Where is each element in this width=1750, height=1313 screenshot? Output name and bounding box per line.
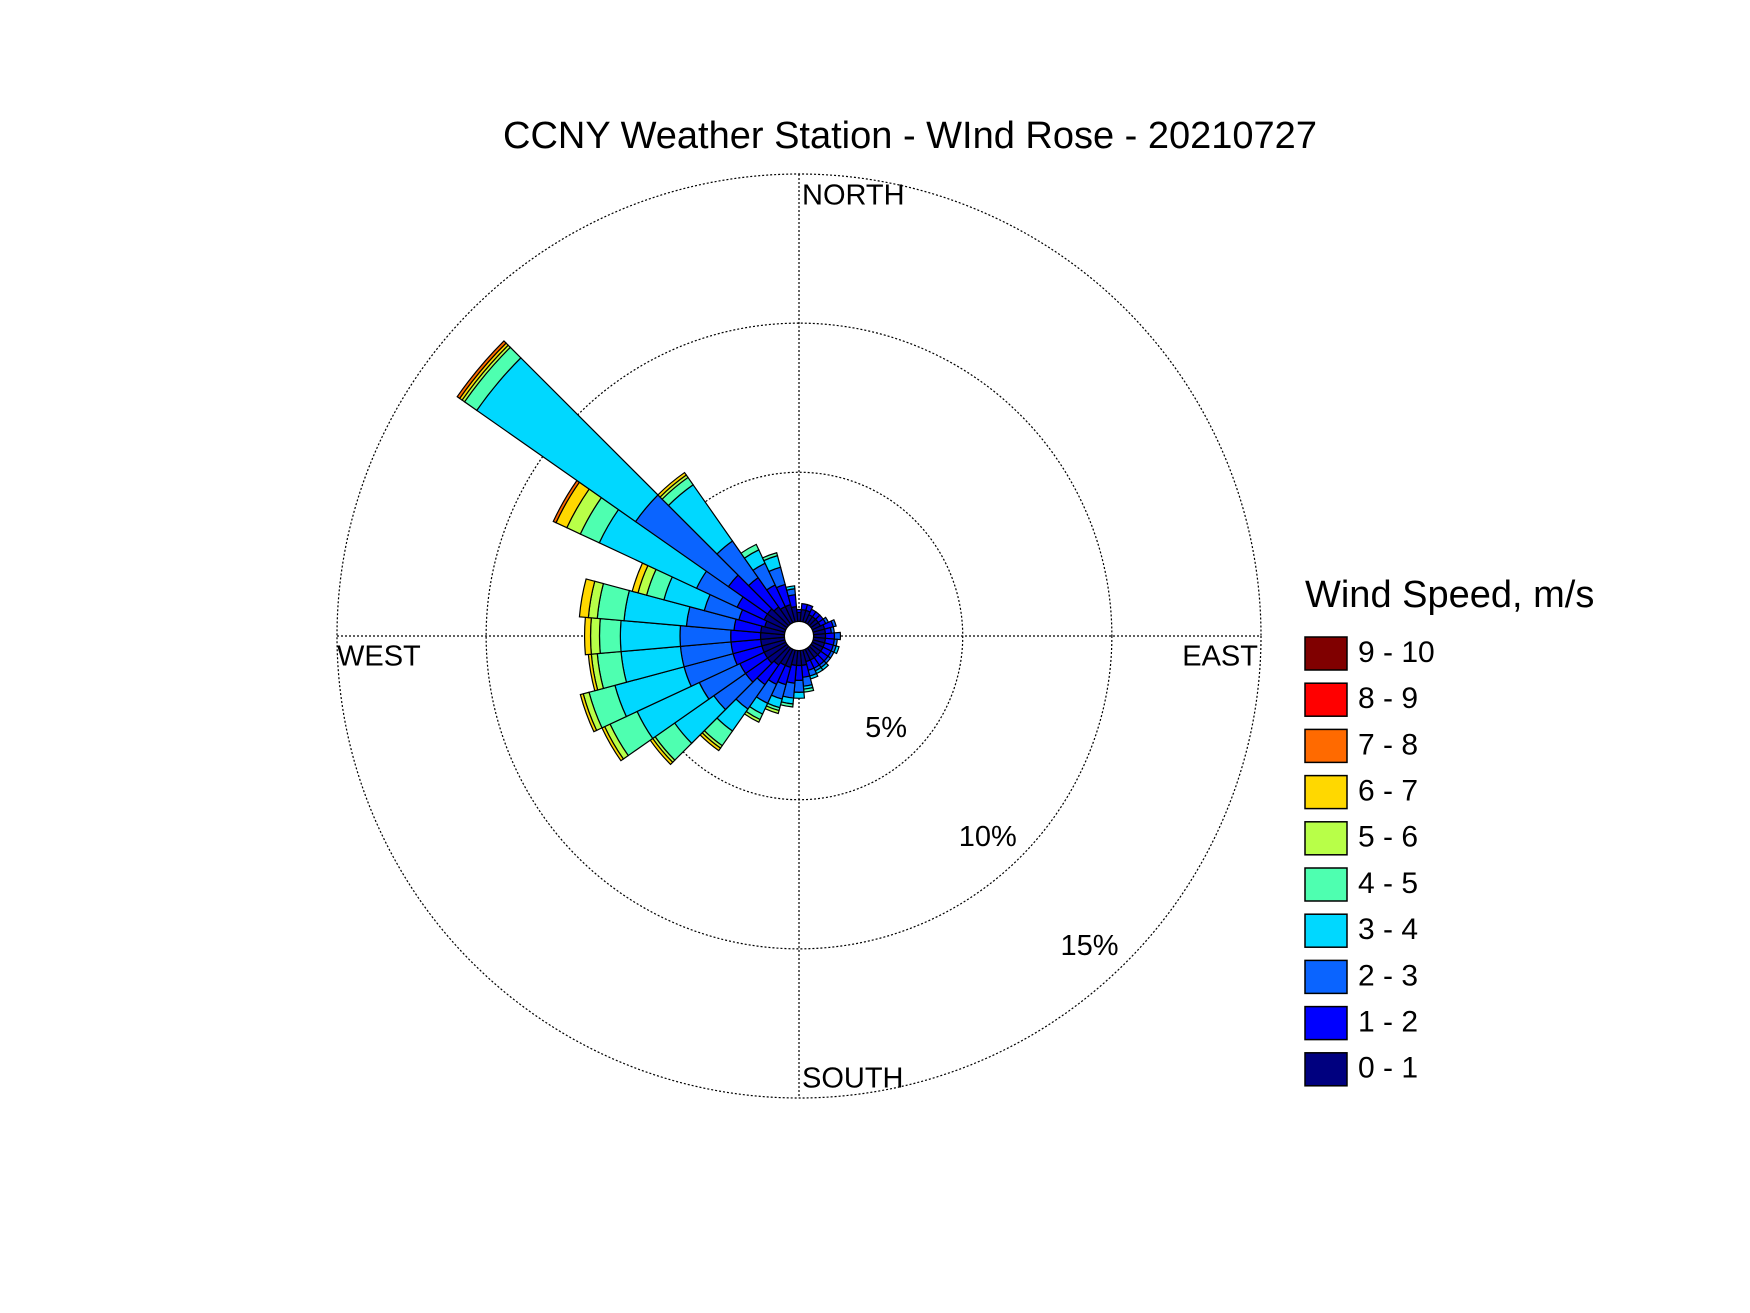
wedge xyxy=(833,645,840,655)
legend-label: 4 - 5 xyxy=(1358,867,1418,900)
legend-swatch xyxy=(1304,913,1348,948)
wedge xyxy=(761,552,779,562)
wedge xyxy=(830,618,837,628)
legend-label: 3 - 4 xyxy=(1358,913,1418,946)
wedge xyxy=(598,617,622,655)
legend-swatch xyxy=(1304,959,1348,995)
legend-label: 0 - 1 xyxy=(1358,1052,1418,1085)
r-tick-label: 5% xyxy=(865,712,907,744)
legend-swatch xyxy=(1304,867,1348,902)
chart-title: CCNY Weather Station - WInd Rose - 20210… xyxy=(503,115,1317,157)
legend-swatch xyxy=(1304,1005,1348,1041)
r-tick-label: 10% xyxy=(959,821,1017,853)
legend-swatch xyxy=(1304,636,1348,671)
wedge xyxy=(657,471,688,498)
grid-ring xyxy=(485,322,1113,950)
grid-ring xyxy=(336,173,1262,1099)
wedge xyxy=(740,543,760,559)
legend-label: 8 - 9 xyxy=(1358,682,1418,715)
legend-swatch xyxy=(1304,728,1348,764)
direction-label: EAST xyxy=(1182,641,1258,673)
legend-swatch xyxy=(1304,774,1348,810)
wedge xyxy=(589,617,601,655)
legend-swatch xyxy=(1304,1052,1348,1087)
legend-title: Wind Speed, m/s xyxy=(1305,574,1594,616)
wedge xyxy=(456,340,507,400)
wedge xyxy=(833,631,842,641)
legend: 0 - 1 1 - 2 2 - 3 3 - 4 4 - 5 5 - 6 6 - 7 7 - 8… xyxy=(1304,636,1435,1087)
direction-label: WEST xyxy=(337,641,421,673)
legend-label: 5 - 6 xyxy=(1358,821,1418,854)
grid xyxy=(336,173,1262,1099)
grid-ring xyxy=(634,471,964,801)
legend-label: 2 - 3 xyxy=(1358,959,1418,992)
wedge xyxy=(583,616,592,656)
legend-label: 6 - 7 xyxy=(1358,775,1418,808)
wedge xyxy=(829,626,835,634)
direction-label: NORTH xyxy=(802,180,905,212)
wedge xyxy=(785,585,796,591)
legend-swatch xyxy=(1304,821,1348,856)
wedge xyxy=(578,578,596,619)
r-tick-label: 15% xyxy=(1061,930,1119,962)
bars xyxy=(456,340,842,766)
wedge xyxy=(792,691,806,699)
direction-label: SOUTH xyxy=(802,1063,904,1095)
legend-label: 1 - 2 xyxy=(1358,1006,1418,1039)
legend-label: 9 - 10 xyxy=(1358,636,1435,669)
center-hole xyxy=(783,620,815,652)
legend-swatch xyxy=(1304,682,1348,717)
legend-label: 7 - 8 xyxy=(1358,728,1418,761)
